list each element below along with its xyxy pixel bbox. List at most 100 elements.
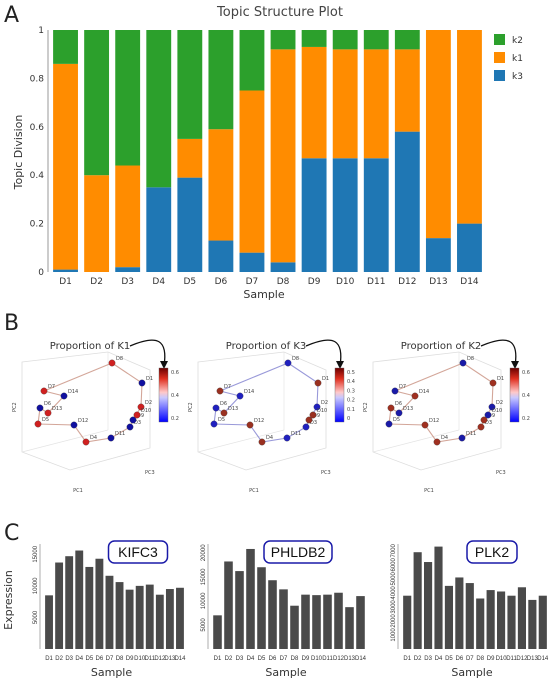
gene-title: PHLDB2 [271, 544, 326, 560]
gene-title: PLK2 [475, 544, 509, 560]
pca-point-label: D1 [146, 376, 153, 382]
bar-k1-D3 [115, 165, 141, 268]
y-tick-label: 10000 [201, 592, 207, 609]
y-tick-label: 0.8 [30, 74, 45, 84]
x-tick-label: D13 [164, 656, 176, 662]
pca-point-label: D8 [116, 356, 123, 362]
pca-point-D4 [82, 438, 90, 446]
x-tick-label: D11 [322, 656, 333, 662]
axis-label-pc1: PC1 [73, 488, 83, 494]
legend-label-k1: k1 [512, 54, 523, 64]
bar-D11 [323, 594, 332, 649]
panel-label-c: C [4, 521, 19, 546]
axis-label-pc2: PC2 [12, 402, 18, 412]
bar-k2-D4 [146, 30, 172, 188]
bar-D6 [95, 558, 104, 649]
bar-k3-D1 [53, 269, 78, 272]
bar-k1-D6 [208, 129, 234, 241]
bar-D6 [455, 577, 464, 649]
pca-point-D7 [216, 387, 224, 395]
bar-k3-D11 [363, 158, 389, 272]
bar-k3-D3 [115, 267, 141, 272]
x-axis-label: Sample [91, 666, 132, 679]
pca-point-D4 [433, 438, 441, 446]
x-tick-label: D8 [291, 656, 299, 662]
pca-point-D11 [458, 434, 466, 442]
x-tick-label: D7 [246, 277, 259, 287]
x-tick-label: D14 [174, 656, 186, 662]
x-tick-label: D12 [398, 277, 416, 287]
bar-k1-D13 [425, 30, 451, 239]
pca-point-label: D9 [313, 413, 320, 419]
x-tick-label: D6 [215, 277, 228, 287]
colorbar-tick: 0.4 [347, 379, 355, 385]
pca-point-label: D12 [429, 418, 439, 424]
bar-D4 [75, 550, 84, 649]
x-axis-label: Sample [243, 288, 284, 301]
bar-D14 [176, 587, 184, 649]
x-tick-label: D9 [308, 277, 321, 287]
bar-k2-D8 [270, 30, 296, 50]
bar-k3-D10 [332, 158, 358, 272]
bar-k1-D2 [84, 175, 110, 272]
colorbar-tick: 0 [347, 416, 350, 422]
bar-k1-D14 [457, 30, 482, 224]
bar-D10 [497, 591, 506, 649]
x-tick-label: D8 [277, 277, 290, 287]
colorbar-tick: 0.6 [171, 370, 179, 376]
pca-point-label: D4 [441, 435, 448, 441]
x-tick-label: D5 [85, 656, 93, 662]
x-tick-label: D5 [258, 656, 266, 662]
arrow-line [480, 339, 517, 367]
x-tick-label: D4 [435, 656, 443, 662]
x-tick-label: D4 [152, 277, 165, 287]
colorbar-tick: 0.5 [347, 370, 355, 376]
axis-label-pc3: PC3 [496, 470, 506, 476]
pca-point-label: D6 [220, 401, 227, 407]
pca-point-D7 [391, 387, 399, 395]
bar-D14 [538, 595, 547, 649]
arrow-head [160, 361, 168, 369]
pca-point-D14 [411, 392, 419, 400]
colorbar-tick: 0.4 [522, 393, 530, 399]
pca-title: Proportion of K3 [226, 341, 307, 352]
pca-point-label: D13 [228, 406, 238, 412]
pca-point-D10 [309, 411, 317, 419]
pca-point-label: D2 [321, 400, 328, 406]
x-tick-label: D1 [214, 656, 222, 662]
x-tick-label: D2 [225, 656, 233, 662]
bar-k2-D6 [208, 30, 234, 130]
bar-D14 [356, 596, 365, 649]
pca-point-D9 [480, 416, 488, 424]
gene-title: KIFC3 [118, 544, 158, 560]
bar-D1 [213, 615, 222, 649]
bar-D12 [517, 587, 526, 649]
colorbar [334, 367, 345, 423]
y-tick-label: 0 [38, 268, 44, 278]
bar-D4 [434, 546, 443, 649]
bar-D7 [465, 583, 474, 649]
bar-D2 [224, 561, 233, 649]
x-tick-label: D1 [403, 656, 411, 662]
bar-D12 [155, 594, 164, 649]
pca-point-D7 [40, 387, 48, 395]
pca-point-D13 [220, 409, 228, 417]
bar-k1-D8 [270, 49, 296, 263]
pca-point-label: D12 [254, 418, 264, 424]
pca-point-label: D8 [467, 356, 474, 362]
pca-point-label: D6 [395, 401, 402, 407]
x-tick-label: D1 [59, 277, 72, 287]
x-tick-label: D6 [456, 656, 464, 662]
bar-D4 [246, 548, 255, 649]
bar-k1-D11 [363, 49, 389, 159]
gene-title-box [263, 540, 333, 564]
y-tick-label: 4000 [391, 586, 397, 600]
pca-point-D11 [283, 434, 291, 442]
pca-trajectory [388, 362, 494, 443]
pca-plots: Proportion of K1D1D2D3D4D5D6D7D8D9D10D11… [12, 339, 530, 494]
